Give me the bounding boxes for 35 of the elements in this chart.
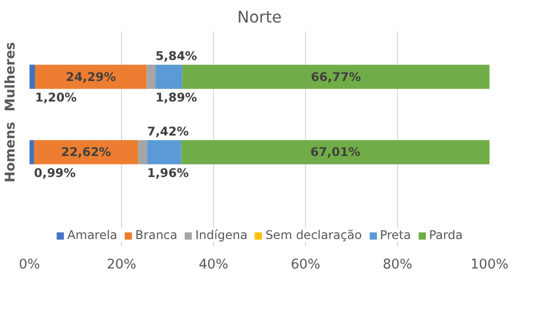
- legend-label: Amarela: [67, 228, 118, 242]
- y-tick-label: Mulheres: [4, 42, 18, 112]
- x-tick-label: 100%: [470, 258, 509, 272]
- data-label: 1,89%: [155, 90, 198, 104]
- legend-label: Parda: [428, 228, 463, 242]
- legend-label: Preta: [380, 228, 411, 242]
- chart-title: Norte: [237, 8, 282, 26]
- data-label: 66,77%: [310, 70, 361, 84]
- data-label: 1,20%: [35, 90, 77, 104]
- legend-label: Indígena: [195, 228, 248, 242]
- bar: [30, 140, 34, 164]
- data-label: 7,42%: [147, 124, 189, 139]
- bar: [147, 140, 182, 164]
- bar: [182, 64, 490, 89]
- data-label: 0,99%: [34, 166, 76, 180]
- bar: [138, 140, 148, 164]
- bar: [35, 64, 147, 89]
- legend-label: Branca: [135, 228, 178, 242]
- bar: [34, 140, 138, 164]
- data-label: 22,62%: [61, 145, 112, 160]
- x-tick-label: 0%: [18, 258, 40, 272]
- bar: [30, 64, 36, 89]
- x-tick-label: 80%: [382, 258, 412, 272]
- data-label: 67,01%: [310, 145, 360, 160]
- legend-label: Sem declaração: [265, 228, 362, 242]
- bar: [181, 140, 490, 164]
- bar: [155, 64, 182, 89]
- data-label: 1,96%: [147, 166, 189, 180]
- x-tick-label: 40%: [198, 258, 228, 272]
- bar: [146, 64, 156, 89]
- data-label: 5,84%: [155, 49, 198, 64]
- y-tick-label: Homens: [4, 122, 18, 183]
- x-tick-label: 60%: [290, 258, 320, 272]
- data-label: 24,29%: [66, 70, 116, 84]
- x-tick-label: 20%: [106, 258, 136, 272]
